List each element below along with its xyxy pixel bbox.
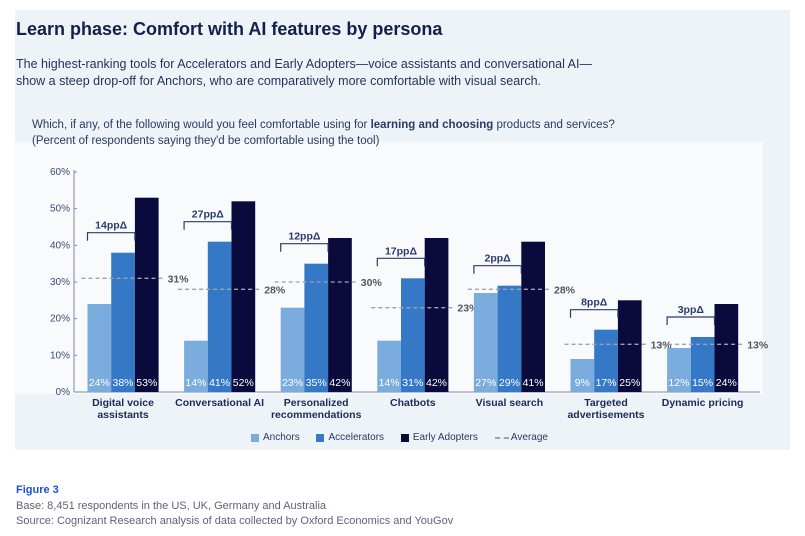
- svg-text:2ppΔ: 2ppΔ: [484, 253, 511, 265]
- svg-text:Visual search: Visual search: [476, 397, 544, 409]
- svg-text:25%: 25%: [619, 377, 640, 389]
- svg-text:53%: 53%: [136, 377, 157, 389]
- svg-text:27%: 27%: [475, 377, 496, 389]
- svg-text:50%: 50%: [50, 204, 70, 215]
- svg-text:17ppΔ: 17ppΔ: [385, 245, 418, 257]
- svg-text:28%: 28%: [554, 284, 576, 296]
- svg-text:42%: 42%: [426, 377, 447, 389]
- svg-text:42%: 42%: [329, 377, 350, 389]
- svg-text:24%: 24%: [716, 377, 737, 389]
- svg-text:30%: 30%: [361, 277, 383, 289]
- svg-text:27ppΔ: 27ppΔ: [192, 209, 225, 221]
- svg-text:28%: 28%: [264, 284, 286, 296]
- svg-text:8ppΔ: 8ppΔ: [581, 297, 608, 309]
- svg-text:52%: 52%: [233, 377, 254, 389]
- svg-text:31%: 31%: [402, 377, 423, 389]
- svg-text:40%: 40%: [50, 240, 70, 251]
- svg-text:12%: 12%: [668, 377, 689, 389]
- svg-text:10%: 10%: [50, 350, 70, 361]
- svg-text:Chatbots: Chatbots: [390, 397, 436, 409]
- svg-text:Conversational AI: Conversational AI: [175, 397, 264, 409]
- svg-text:0%: 0%: [56, 387, 71, 398]
- svg-text:38%: 38%: [112, 377, 133, 389]
- svg-text:Targeted: Targeted: [584, 397, 628, 409]
- svg-text:15%: 15%: [692, 377, 713, 389]
- svg-text:30%: 30%: [50, 277, 70, 288]
- svg-text:35%: 35%: [306, 377, 327, 389]
- svg-text:recommendations: recommendations: [271, 409, 362, 421]
- svg-text:17%: 17%: [596, 377, 617, 389]
- svg-text:14ppΔ: 14ppΔ: [95, 220, 128, 232]
- svg-text:Personalized: Personalized: [284, 397, 349, 409]
- svg-text:Dynamic pricing: Dynamic pricing: [662, 397, 744, 409]
- svg-text:41%: 41%: [209, 377, 230, 389]
- svg-text:12ppΔ: 12ppΔ: [288, 231, 321, 243]
- svg-text:41%: 41%: [523, 377, 544, 389]
- svg-text:60%: 60%: [50, 167, 70, 178]
- svg-text:3ppΔ: 3ppΔ: [678, 304, 705, 316]
- svg-text:13%: 13%: [747, 339, 769, 351]
- svg-text:29%: 29%: [499, 377, 520, 389]
- svg-text:20%: 20%: [50, 314, 70, 325]
- svg-text:assistants: assistants: [97, 409, 149, 421]
- svg-text:9%: 9%: [575, 377, 590, 389]
- svg-text:Digital voice: Digital voice: [92, 397, 154, 409]
- svg-text:31%: 31%: [168, 273, 190, 285]
- svg-text:23%: 23%: [282, 377, 303, 389]
- svg-text:24%: 24%: [89, 377, 110, 389]
- svg-text:14%: 14%: [185, 377, 206, 389]
- svg-text:advertisements: advertisements: [567, 409, 644, 421]
- svg-text:14%: 14%: [379, 377, 400, 389]
